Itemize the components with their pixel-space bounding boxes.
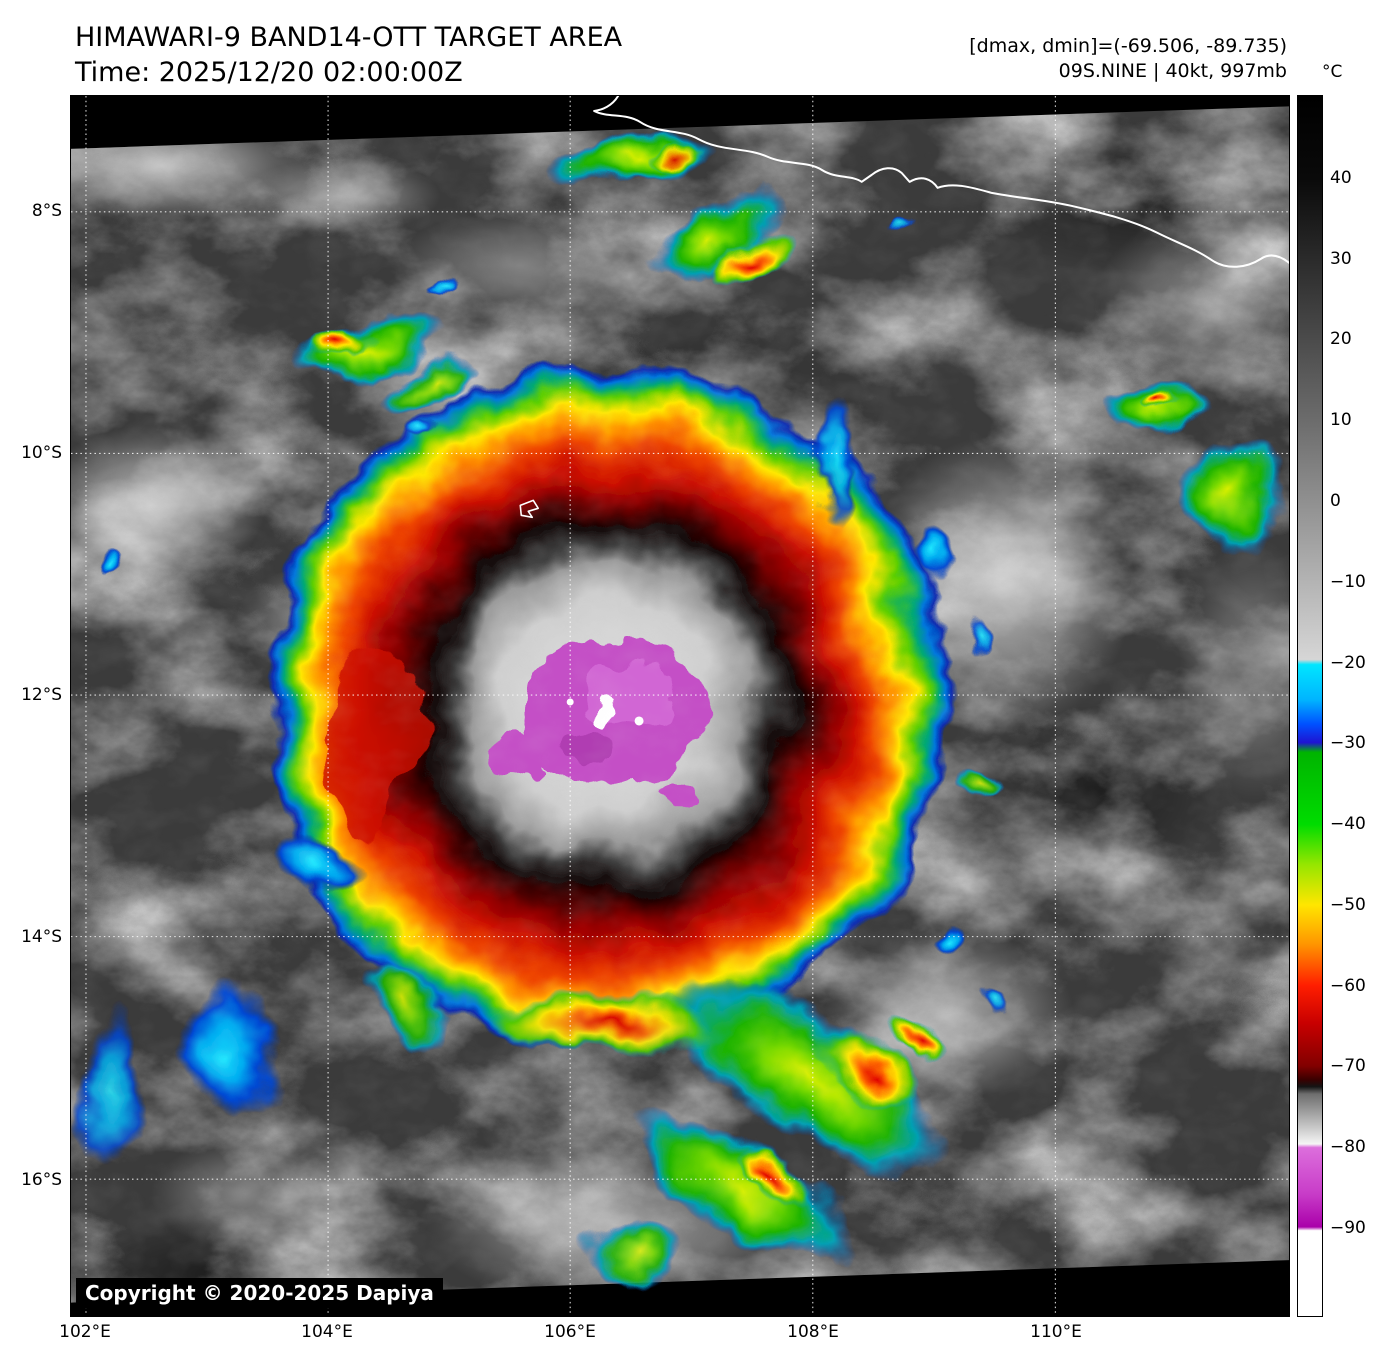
copyright-label: Copyright © 2020-2025 Dapiya [76, 1278, 443, 1308]
colorbar-tick-label: −50 [1330, 895, 1366, 915]
colorbar-tick-label: 10 [1330, 410, 1352, 430]
x-tick-label: 110°E [1030, 1322, 1082, 1342]
y-tick-label: 12°S [21, 685, 62, 705]
gridlines [71, 96, 1289, 1316]
colorbar-tick-label: −40 [1330, 814, 1366, 834]
storm-info-label: 09S.NINE | 40kt, 997mb [1058, 60, 1287, 82]
satellite-map: Copyright © 2020-2025 Dapiya [70, 95, 1290, 1317]
y-tick-label: 8°S [31, 201, 62, 221]
plot-title: HIMAWARI-9 BAND14-OTT TARGET AREA [75, 22, 623, 53]
x-tick-label: 104°E [301, 1322, 353, 1342]
colorbar-tick-label: −60 [1330, 976, 1366, 996]
colorbar-tick-label: −30 [1330, 733, 1366, 753]
colorbar-tick-label: −20 [1330, 653, 1366, 673]
colorbar-tick-label: 30 [1330, 249, 1352, 269]
colorbar [1297, 95, 1323, 1317]
satellite-image [71, 96, 1289, 1316]
colorbar-tick-label: 40 [1330, 168, 1352, 188]
colorbar-tick-label: −90 [1330, 1218, 1366, 1238]
header-info-block: [dmax, dmin]=(-69.506, -89.735) 09S.NINE… [969, 34, 1287, 84]
colorbar-unit-label: °C [1322, 62, 1343, 82]
colorbar-tick-label: −80 [1330, 1137, 1366, 1157]
colorbar-tick-label: −70 [1330, 1056, 1366, 1076]
y-tick-label: 14°S [21, 927, 62, 947]
plot-title-block: HIMAWARI-9 BAND14-OTT TARGET AREA Time: … [75, 20, 622, 90]
colorbar-tick-label: −10 [1330, 572, 1366, 592]
colorbar-tick-label: 20 [1330, 329, 1352, 349]
dmax-dmin-label: [dmax, dmin]=(-69.506, -89.735) [969, 35, 1287, 57]
x-tick-label: 106°E [544, 1322, 596, 1342]
y-tick-label: 16°S [21, 1170, 62, 1190]
coastline [519, 96, 1289, 519]
colorbar-tick-label: 0 [1330, 491, 1341, 511]
y-tick-label: 10°S [21, 443, 62, 463]
plot-time: Time: 2025/12/20 02:00:00Z [75, 57, 463, 88]
x-tick-label: 102°E [59, 1322, 111, 1342]
x-tick-label: 108°E [787, 1322, 839, 1342]
